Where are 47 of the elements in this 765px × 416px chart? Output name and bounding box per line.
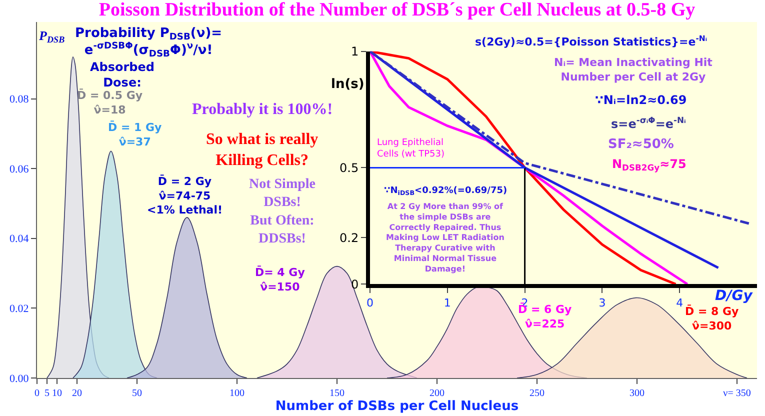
x-tick-label: 4: [676, 296, 684, 310]
series-label: D̄ = 0.5 Gy ν̂=18: [77, 88, 143, 116]
x-tick-label: 3: [598, 296, 606, 310]
x-axis-title: D/Gy: [715, 288, 754, 304]
annotation: Not Simple DSBs! But Often: DDSBs!: [249, 177, 316, 247]
y-axis-title: P$_{DSB}$: [39, 28, 65, 45]
y-tick-label: 1: [350, 44, 359, 59]
annotation: So what is really Killing Cells?: [206, 131, 318, 169]
series-label: D̄ = 2 Gy ν̂=74-75 <1% Lethal!: [147, 174, 222, 217]
annotation: SF₂≈50%: [608, 137, 674, 152]
annotation: ∵Nᵢ=ln2≈0.69: [595, 93, 687, 107]
annotation: Probably it is 100%!: [192, 101, 333, 118]
annotation: At 2 Gy More than 99% of the simple DSBs are Correctly Repaired. Thus Making Low LET Radiation Therapy Curative with Minimal Normal Tissue Damage!: [386, 202, 505, 274]
annotation: ∵N$_{iDSB}$<0.92%(=0.69/75): [384, 186, 508, 197]
x-tick-label: 50: [132, 388, 142, 399]
x-tick-label: 300: [630, 388, 644, 399]
x-tick-label: 1: [444, 296, 451, 310]
y-tick-label: 0.06: [10, 163, 30, 176]
annotation: s(2Gy)≈0.5={Poisson Statistics}=e$^{-Nᵢ}$: [475, 34, 708, 49]
annotation: s=e$^{-σᵢΦ}$=e$^{-Nᵢ}$: [611, 115, 686, 132]
x-tick-label: 100: [230, 388, 244, 399]
y-tick-label: 0.5: [340, 160, 359, 175]
x-tick-label: 150: [330, 388, 344, 399]
series-label: D̄ = 1 Gy ν̂=37: [108, 120, 162, 148]
x-tick-label: 20: [72, 388, 82, 399]
chart-title: Poisson Distribution of the Number of DSB´s per Cell Nucleus at 0.5-8 Gy: [98, 0, 696, 20]
y-tick-label: 0.00: [10, 372, 30, 385]
y-tick-label: 0.2: [340, 230, 359, 245]
x-axis-title: Number of DSBs per Cell Nucleus: [275, 399, 519, 414]
annotation: Nᵢ= Mean Inactivating Hit Number per Cell at 2Gy: [554, 56, 712, 84]
y-tick-label: 0.02: [10, 303, 29, 316]
annotation: Absorbed Dose:: [90, 60, 154, 90]
annotation: N$_{DSB2Gy}$≈75: [612, 157, 686, 173]
text: Probability P$_{DSB}$(ν)= e$^{-σDSBΦ}$(σ$_{DSB}$Φ)$^{ν}$/ν!: [75, 26, 222, 60]
x-tick-label: 250: [530, 388, 544, 399]
x-tick-label: ν= 350: [723, 388, 751, 399]
x-tick-label: 10: [52, 388, 62, 399]
x-tick-label: 200: [430, 388, 444, 399]
x-tick-label: 5: [44, 388, 50, 399]
y-axis-title: ln(s): [331, 77, 364, 92]
y-tick-label: 0.08: [10, 94, 30, 106]
x-tick-label: 0: [366, 296, 374, 310]
x-tick-label: 0: [34, 388, 40, 399]
series-label: Lung Epithelial Cells (wt TP53): [377, 138, 445, 160]
series-label: D̄ = 8 Gy ν̂=300: [685, 304, 739, 332]
series-label: D̄= 4 Gy ν̂=150: [255, 265, 305, 294]
y-tick-label: 0.04: [10, 233, 30, 246]
